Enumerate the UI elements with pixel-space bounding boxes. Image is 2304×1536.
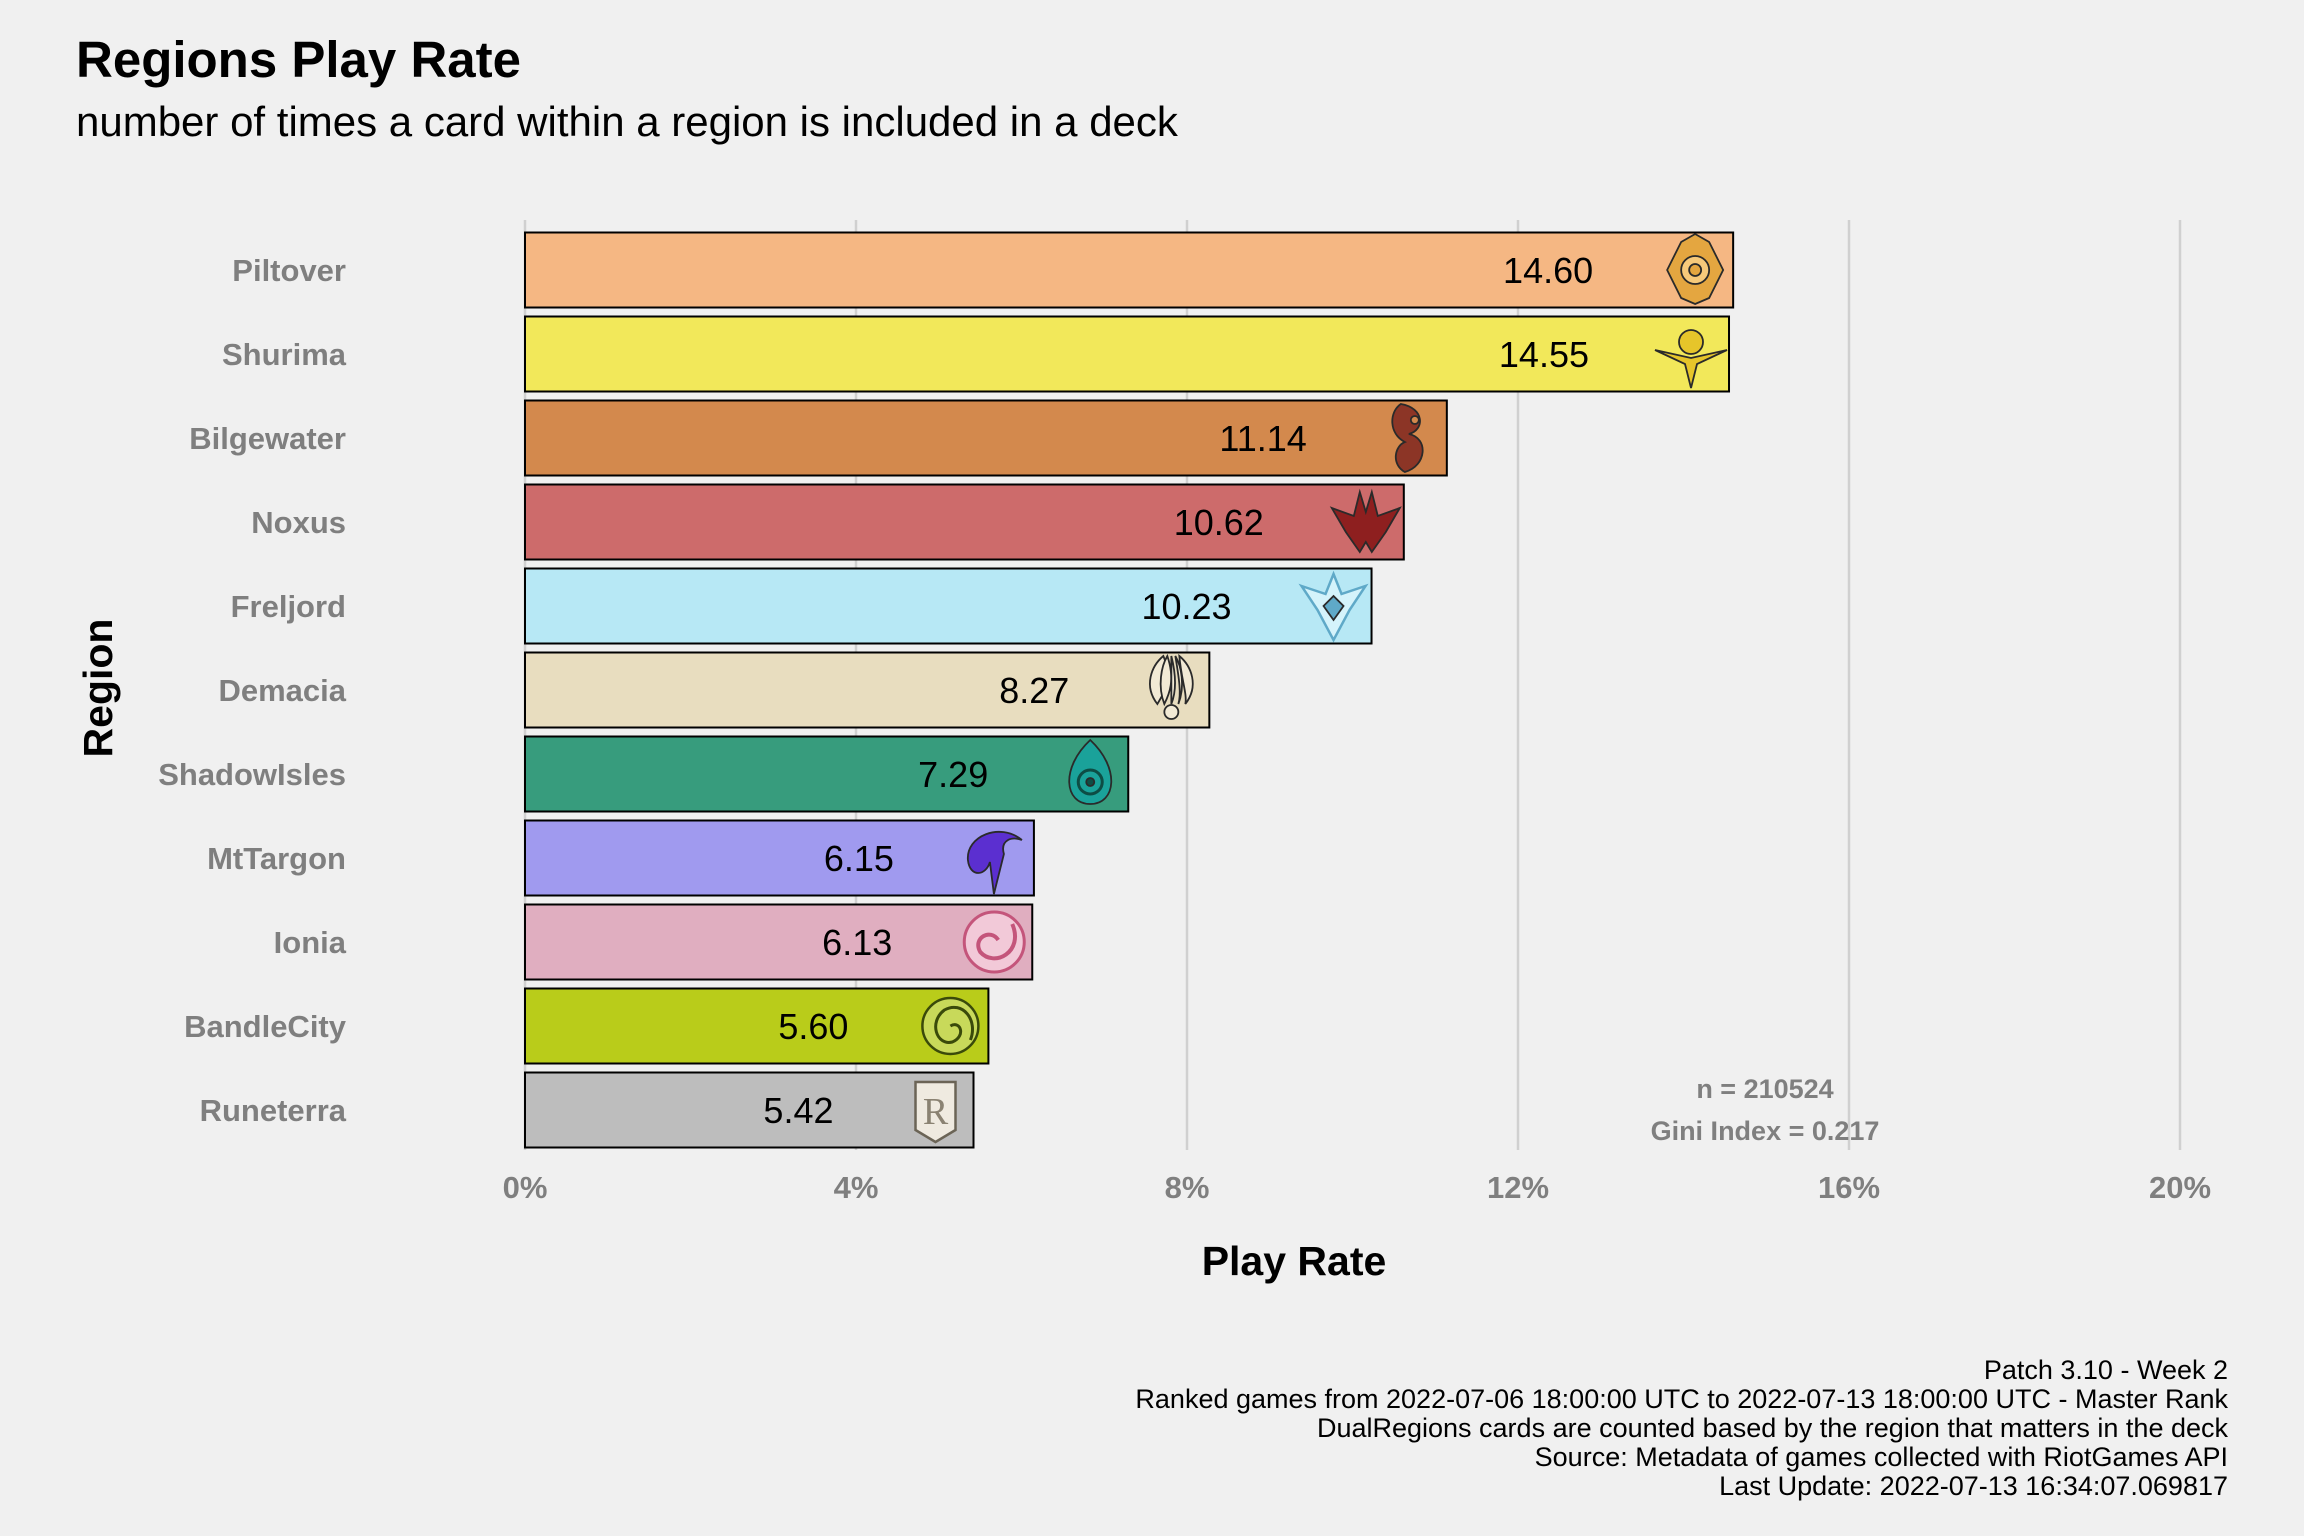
value-label: 10.23 xyxy=(1141,586,1231,627)
region-labels: Piltover Shurima Bilgewater Noxus Freljord De… xyxy=(158,253,347,1128)
ionia-icon xyxy=(962,910,1026,974)
x-tick-label: 16% xyxy=(1818,1170,1880,1205)
bar-noxus xyxy=(524,483,1405,561)
shurima-icon xyxy=(1654,329,1728,389)
x-tick-label: 20% xyxy=(2149,1170,2211,1205)
value-label: 7.29 xyxy=(918,754,988,795)
value-label: 6.13 xyxy=(822,922,892,963)
bar-runeterra xyxy=(524,1071,975,1149)
region-label: BandleCity xyxy=(184,1009,347,1044)
chart-title: Regions Play Rate xyxy=(76,31,521,88)
chart-subtitle: number of times a card within a region i… xyxy=(76,98,1178,145)
freljord-icon xyxy=(1298,570,1369,643)
region-label: Noxus xyxy=(251,505,346,540)
bar-bandlecity xyxy=(524,987,990,1065)
value-label: 8.27 xyxy=(999,670,1069,711)
region-label: Ionia xyxy=(274,925,347,960)
region-label: Bilgewater xyxy=(189,421,346,456)
bar-ionia xyxy=(524,903,1034,981)
piltover-icon xyxy=(1666,232,1725,305)
bar-mttargon xyxy=(524,819,1035,897)
value-label: 6.15 xyxy=(824,838,894,879)
bar-demacia xyxy=(524,651,1211,729)
sample-size-annotation: n = 210524 xyxy=(1696,1074,1833,1104)
value-label: 14.60 xyxy=(1503,250,1593,291)
x-tick-labels: 0% 4% 8% 12% 16% 20% xyxy=(503,1170,2211,1205)
mt-targon-icon xyxy=(967,830,1023,895)
runeterra-icon: R xyxy=(914,1080,957,1144)
region-label: Freljord xyxy=(231,589,346,624)
caption-line: Ranked games from 2022-07-06 18:00:00 UT… xyxy=(1135,1384,2228,1414)
x-tick-label: 8% xyxy=(1165,1170,1210,1205)
caption: Patch 3.10 - Week 2 Ranked games from 20… xyxy=(1135,1356,2228,1501)
caption-line: Patch 3.10 - Week 2 xyxy=(1983,1355,2228,1385)
region-label: MtTargon xyxy=(207,841,346,876)
runeterra-glyph: R xyxy=(923,1091,949,1133)
bars: 14.60 14.55 11.14 10.62 10.23 8.27 7.29 6.15 6.1… xyxy=(524,231,1735,1149)
x-tick-label: 0% xyxy=(503,1170,548,1205)
value-label: 5.60 xyxy=(778,1006,848,1047)
noxus-icon xyxy=(1329,488,1402,554)
gini-index-annotation: Gini Index = 0.217 xyxy=(1651,1116,1880,1146)
value-label: 11.14 xyxy=(1219,418,1306,459)
caption-line: Source: Metadata of games collected with… xyxy=(1534,1442,2228,1472)
demacia-icon xyxy=(1149,653,1194,720)
bar-freljord xyxy=(524,567,1373,645)
bandle-city-icon xyxy=(921,996,980,1056)
caption-line: Last Update: 2022-07-13 16:34:07.069817 xyxy=(1719,1471,2228,1501)
value-label: 14.55 xyxy=(1499,334,1589,375)
bar-bilgewater xyxy=(524,399,1448,477)
x-tick-label: 12% xyxy=(1487,1170,1549,1205)
value-label: 10.62 xyxy=(1174,502,1264,543)
x-tick-label: 4% xyxy=(834,1170,879,1205)
shadow-isles-icon xyxy=(1068,738,1113,805)
y-axis-title: Region xyxy=(75,619,121,758)
bar-shadowisles xyxy=(524,735,1130,813)
bilgewater-icon xyxy=(1391,403,1424,473)
value-label: 5.42 xyxy=(763,1090,833,1131)
bar-shurima xyxy=(524,315,1731,393)
region-label: Shurima xyxy=(222,337,347,372)
region-label: Demacia xyxy=(218,673,346,708)
region-label: ShadowIsles xyxy=(158,757,346,792)
x-axis-title: Play Rate xyxy=(1202,1238,1387,1284)
caption-line: DualRegions cards are counted based by t… xyxy=(1316,1413,2228,1443)
region-label: Runeterra xyxy=(200,1093,347,1128)
bar-piltover xyxy=(524,231,1735,309)
region-label: Piltover xyxy=(232,253,346,288)
